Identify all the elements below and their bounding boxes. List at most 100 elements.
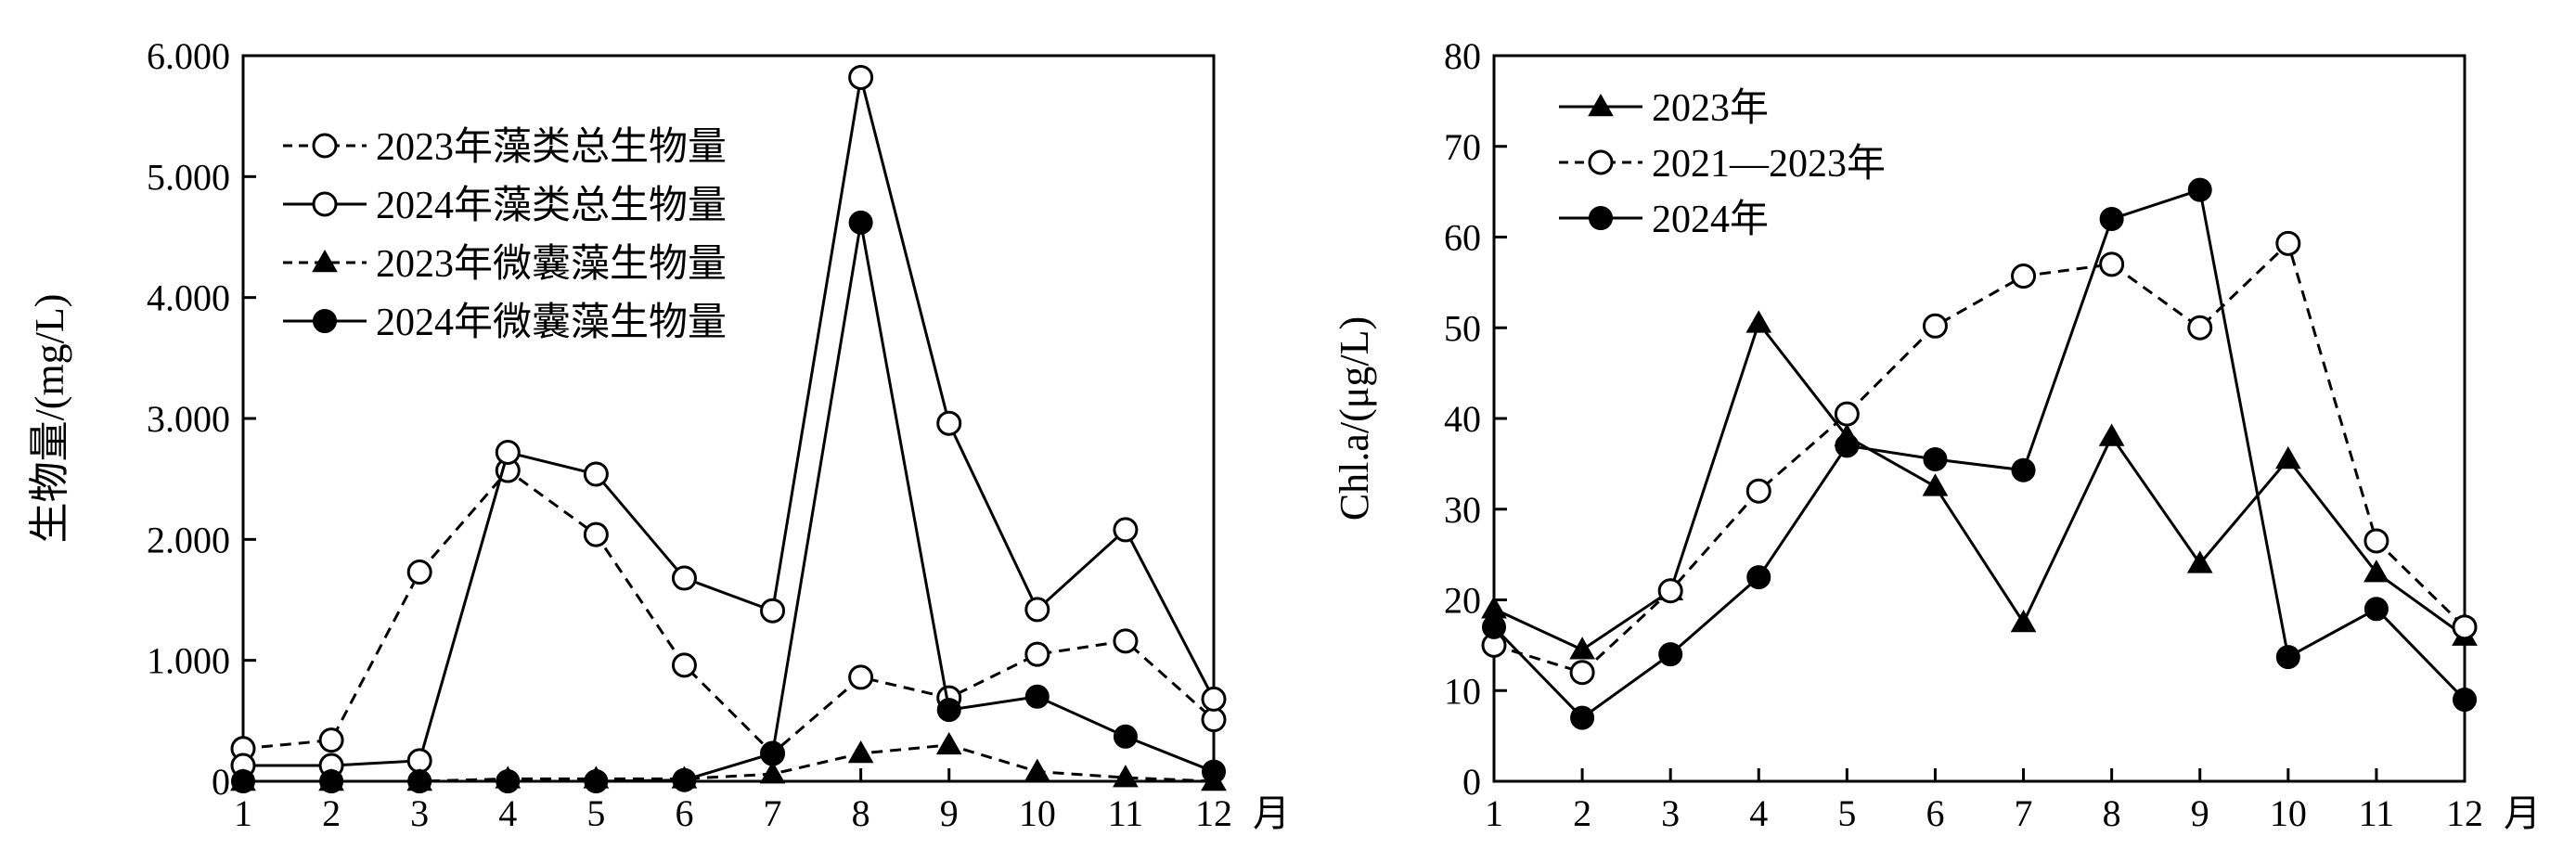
series-3 <box>231 210 1226 793</box>
x-tick-label: 12 <box>2446 792 2483 834</box>
y-tick-label: 0 <box>212 761 230 803</box>
data-point <box>1569 637 1595 660</box>
x-tick-label: 7 <box>764 792 782 834</box>
y-tick-label: 40 <box>1444 398 1481 440</box>
y-tick-label: 3.000 <box>147 398 230 440</box>
x-tick-label: 11 <box>1108 792 1144 834</box>
data-point <box>318 727 344 753</box>
data-point <box>2363 597 2389 622</box>
data-point <box>936 410 962 436</box>
data-point <box>2453 688 2477 713</box>
y-tick-label: 0 <box>1462 761 1481 803</box>
x-tick-label: 7 <box>2015 792 2033 834</box>
data-point <box>2363 528 2389 554</box>
data-point <box>2275 230 2301 256</box>
x-tick-label: 8 <box>852 792 870 834</box>
data-point <box>406 560 432 585</box>
legend-marker <box>312 133 338 159</box>
data-point <box>1922 313 1948 339</box>
data-point <box>2098 423 2125 446</box>
data-point <box>2010 609 2037 633</box>
legend-label: 2023年 <box>1652 86 1769 130</box>
legend: 2023年藻类总生物量 2024年藻类总生物量 2023年微囊藻生物量 2024年微囊… <box>283 125 727 344</box>
data-point <box>2099 251 2125 277</box>
x-tick-label: 11 <box>2359 792 2395 834</box>
x-tick-label: 5 <box>1837 792 1856 834</box>
data-point <box>496 769 521 793</box>
series-line <box>1492 187 2467 720</box>
data-point <box>1113 628 1139 654</box>
data-point <box>760 598 786 624</box>
data-point <box>1745 310 1772 333</box>
data-point <box>1024 684 1050 709</box>
y-tick-label: 1.000 <box>147 640 230 682</box>
data-point <box>1202 759 1226 784</box>
data-point <box>2186 550 2213 573</box>
data-point <box>671 652 697 678</box>
series-line <box>242 469 1215 756</box>
x-tick-label: 10 <box>2270 792 2307 834</box>
x-tick-label: 8 <box>2103 792 2121 834</box>
data-point <box>2011 264 2037 289</box>
data-point <box>583 521 609 547</box>
legend-marker <box>313 309 337 333</box>
data-point <box>1569 660 1595 686</box>
legend-label: 2024年微囊藻生物量 <box>376 301 727 344</box>
legend-label: 2024年 <box>1652 198 1769 241</box>
data-point <box>2363 560 2389 583</box>
series-line <box>243 222 1215 783</box>
legend-marker <box>1589 206 1613 230</box>
data-point <box>1201 686 1227 712</box>
x-tick-label: 3 <box>1661 792 1680 834</box>
data-point <box>1745 478 1771 504</box>
data-point <box>1024 758 1050 781</box>
legend-label: 2023年微囊藻生物量 <box>376 242 727 286</box>
data-point <box>2452 614 2478 640</box>
data-point <box>760 741 785 766</box>
x-tick-label: 5 <box>586 792 605 834</box>
legend-marker <box>1588 93 1614 117</box>
data-point <box>1024 597 1050 623</box>
y-tick-label: 20 <box>1444 580 1481 622</box>
data-point <box>583 461 609 487</box>
series-1 <box>1481 230 2478 686</box>
y-tick-label: 80 <box>1444 35 1481 77</box>
data-point <box>2187 177 2212 202</box>
data-point <box>759 761 786 784</box>
legend-label: 2024年藻类总生物量 <box>376 184 727 227</box>
data-point <box>935 731 962 755</box>
data-point <box>2099 206 2124 231</box>
x-tick-label: 4 <box>1749 792 1768 834</box>
data-point <box>2274 445 2301 470</box>
x-tick-label: 12 <box>1195 792 1232 834</box>
data-point <box>1657 578 1683 604</box>
x-tick-label: 3 <box>410 792 429 834</box>
legend-label: 2023年藻类总生物量 <box>376 125 727 169</box>
data-point <box>1834 401 1860 427</box>
data-point <box>848 664 874 690</box>
x-tick-label: 9 <box>940 792 959 834</box>
legend: 2023年 2021—2023年 2024年 <box>1559 86 1886 241</box>
y-tick-label: 60 <box>1444 217 1481 259</box>
data-point <box>1113 517 1139 543</box>
data-point <box>495 439 521 465</box>
data-point <box>319 769 344 793</box>
series-0 <box>1481 310 2478 660</box>
x-tick-label: 10 <box>1019 792 1056 834</box>
y-tick-label: 30 <box>1444 489 1481 531</box>
data-point <box>848 210 873 235</box>
x-tick-label: 2 <box>1573 792 1591 834</box>
x-tick-label: 9 <box>2191 792 2209 834</box>
series-line <box>243 77 1216 767</box>
legend-marker <box>312 191 338 217</box>
y-axis-label: 生物量/(mg/L) <box>27 294 72 544</box>
x-tick-label: 1 <box>1485 792 1503 834</box>
data-point <box>848 64 874 90</box>
series-2 <box>1482 177 2477 730</box>
data-point <box>2011 457 2036 482</box>
series-line <box>1493 240 2467 675</box>
data-point <box>1658 642 1683 667</box>
data-point <box>2275 645 2300 670</box>
